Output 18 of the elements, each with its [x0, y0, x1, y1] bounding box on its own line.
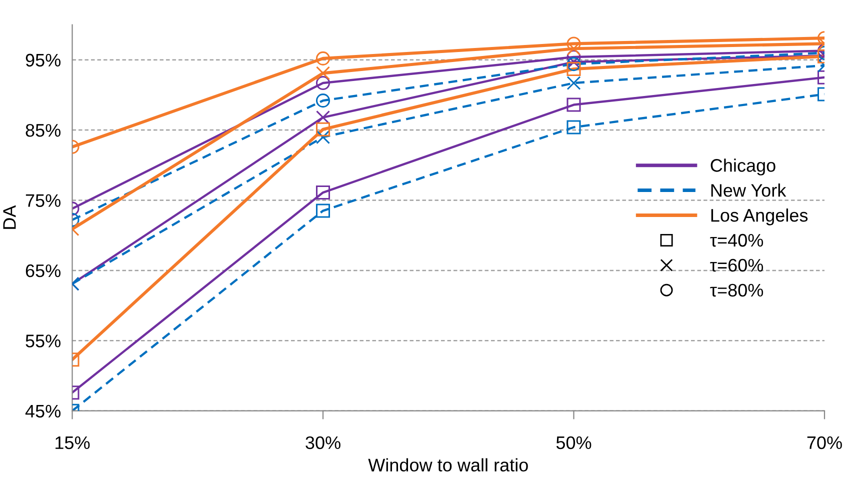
y-tick-label: 65% — [26, 264, 60, 278]
legend-label: New York — [711, 184, 786, 197]
y-tick-label: 85% — [26, 124, 60, 137]
x-tick-label: 50% — [556, 436, 592, 450]
x-tick-label: 15% — [56, 436, 90, 450]
legend-label: Los Angeles — [711, 208, 808, 226]
y-tick-label: 75% — [26, 194, 60, 207]
x-axis-title: Window to wall ratio — [368, 458, 528, 472]
y-tick-label: 95% — [26, 54, 60, 67]
legend-label: Chicago — [710, 158, 776, 176]
annotation: τ=80% — [710, 284, 764, 297]
annotation: τ=60% — [710, 258, 764, 272]
annotation: τ=40% — [710, 234, 764, 247]
y-axis-title: DA — [3, 205, 16, 229]
x-tick-label: 30% — [306, 436, 340, 450]
y-tick-label: 45% — [25, 404, 60, 418]
y-tick-label: 55% — [26, 334, 60, 348]
x-tick-label: 70% — [807, 436, 842, 450]
